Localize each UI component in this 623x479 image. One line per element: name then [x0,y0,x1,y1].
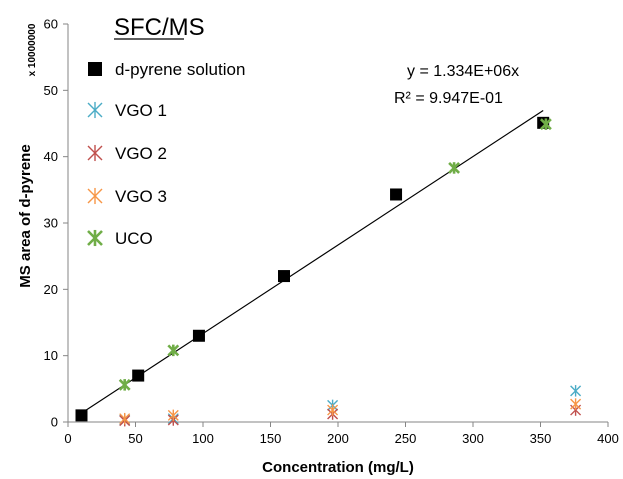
data-point [167,344,180,357]
data-point [192,329,205,342]
y-tick-label: 0 [51,415,58,430]
trendline [81,110,544,414]
y-tick-label: 30 [44,216,58,231]
y-tick-label: 40 [44,149,58,164]
data-point [167,409,179,422]
legend-label: VGO 3 [115,187,167,206]
data-point [119,412,131,425]
legend-label: d-pyrene solution [115,60,245,79]
data-point [390,188,403,201]
x-tick-label: 350 [530,431,552,446]
data-points [75,116,582,427]
x-tick-label: 250 [395,431,417,446]
chart-title: SFC/MS [114,14,205,41]
data-point [570,398,582,410]
y-axis-title: MS area of d-pyrene [17,144,34,287]
x-tick-label: 300 [462,431,484,446]
trendline-group [81,110,544,414]
tick-labels: 0 50 100 150 200 250 300 350 400 0 10 20 30 40 50 60 [44,17,619,447]
data-point [570,385,582,397]
data-point [75,409,88,422]
legend: d-pyrene solution VGO 1 VGO 2 VGO 3 UCO [87,60,245,248]
x-tick-label: 100 [192,431,214,446]
data-point [132,369,145,382]
legend-marker [88,62,102,76]
y-tick-label: 10 [44,348,58,363]
x-tick-label: 50 [128,431,142,446]
legend-label: UCO [115,229,153,248]
x-tick-label: 400 [597,431,619,446]
legend-marker [87,187,103,205]
x-tick-label: 200 [327,431,349,446]
y-axis-scale-label: x 10000000 [27,23,38,76]
data-point [448,162,461,174]
legend-label: VGO 1 [115,101,167,120]
legend-marker [87,101,103,119]
x-tick-label: 150 [260,431,282,446]
axes [63,23,609,427]
data-point [539,118,552,131]
data-point [327,404,339,416]
legend-label: VGO 2 [115,144,167,163]
trendline-equation: y = 1.334E+06x [407,63,519,80]
data-point [118,378,131,391]
x-axis-title: Concentration (mg/L) [262,459,414,476]
trendline-r-squared: R² = 9.947E-01 [394,90,503,107]
x-tick-label: 0 [64,431,71,446]
data-point [278,270,290,283]
legend-marker [87,144,103,162]
legend-marker [87,229,103,247]
y-tick-label: 50 [44,83,58,98]
y-tick-label: 60 [44,17,58,32]
y-tick-label: 20 [44,282,58,297]
